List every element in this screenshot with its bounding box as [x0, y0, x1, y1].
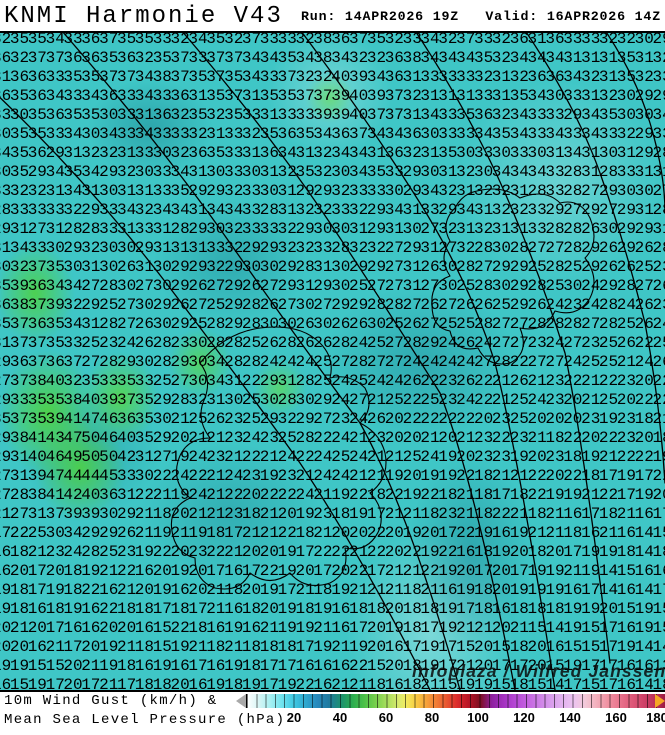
- svg-text:303529343534293230333431303330: 3035293435342932303334313033303132353230…: [0, 163, 665, 181]
- svg-text:363837393229252730292627252928: 3638373932292527302926272529282627302729…: [0, 296, 665, 314]
- svg-text:202016211720192118151921182118: 2020162117201921181519211821181818171921…: [0, 638, 665, 656]
- svg-text:202120171616202016152218161916: 2021201716162020161522181619162119192116…: [0, 619, 665, 637]
- svg-text:273139474444453330222422212423: 2731394744444533302224222124231923212424…: [0, 467, 665, 485]
- svg-text:323535343336373535333234353237: 3235353433363735353332343532373333323836…: [0, 33, 665, 48]
- svg-text:303237353031302631302929322930: 3032373530313026313029293229303029283130…: [0, 258, 665, 276]
- svg-text:313737353325232426282330282825: 3137373533252324262823302828252628262628…: [0, 334, 665, 352]
- svg-text:353735394147463635302125262325: 3537353941474636353021252623252932292723…: [0, 410, 665, 428]
- svg-text:353936343427283027302926272926: 3539363434272830273029262729262729312930…: [0, 277, 665, 295]
- svg-text:293140464950504231271924232122: 2931404649505042312719242321222124222425…: [0, 448, 665, 466]
- svg-text:333035363535303331363235323533: 3330353635353033313632353235333133333939…: [0, 106, 665, 124]
- svg-text:363237373636353632353733373734: 3632373736363536323537333737343435343834…: [0, 49, 665, 67]
- svg-text:353736353431282726302925282928: 3537363534312827263029252829283030263026…: [0, 315, 665, 333]
